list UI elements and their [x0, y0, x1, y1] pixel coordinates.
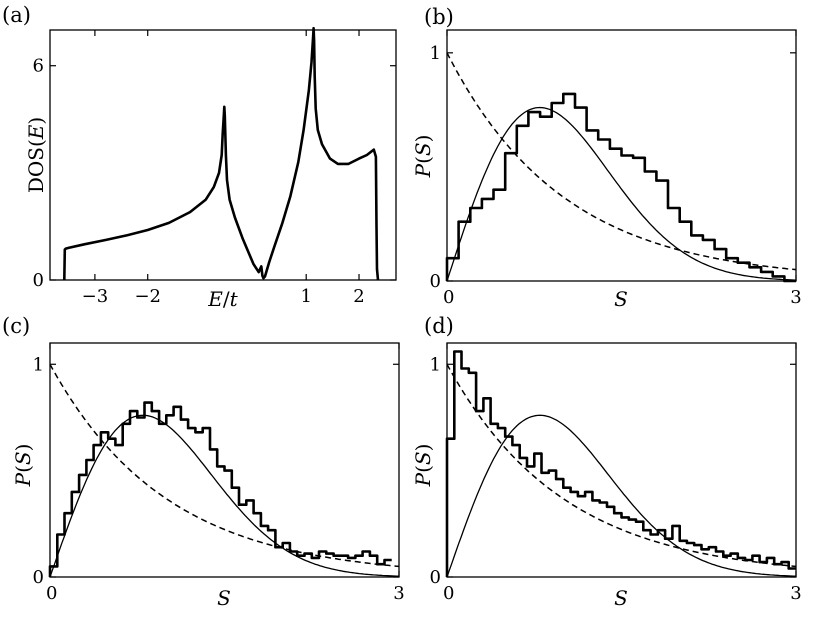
- panel-c-frame: [49, 342, 400, 578]
- panel-a-ytick-label: 6: [33, 56, 44, 77]
- panel-c-ylabel: P(S): [11, 444, 35, 488]
- panel-c-xtick-label: 3: [393, 583, 404, 604]
- panel-c-label: (c): [2, 314, 30, 338]
- panel-c-wigner-curve: [49, 414, 399, 578]
- panel-d-histogram: [445, 350, 796, 577]
- panel-d-wigner-curve: [446, 414, 796, 578]
- panel-c-xlabel: S: [217, 586, 231, 610]
- panel-a-frame: [49, 29, 397, 281]
- panel-b-frame: [446, 29, 797, 282]
- panel-c-poisson-curve: [49, 363, 400, 568]
- panel-a-label: (a): [2, 3, 31, 27]
- panel-a-dos-curve: [63, 26, 380, 281]
- panel-b-xtick-label: 3: [790, 287, 801, 308]
- panel-d-label: (d): [424, 314, 454, 338]
- panel-b-label: (b): [424, 5, 454, 29]
- panel-b-poisson-curve: [446, 52, 797, 271]
- panel-b-histogram: [445, 92, 796, 283]
- panel-b: (b) P(S) S 0 3 0 1: [411, 5, 802, 311]
- panel-b-ylabel: P(S): [411, 135, 435, 179]
- panel-d-ytick-label: 1: [430, 354, 441, 375]
- panel-a-xtick-label: 1: [300, 286, 311, 307]
- panel-d-xtick-label: 3: [790, 583, 801, 604]
- panel-d-ylabel: P(S): [411, 444, 435, 488]
- panel-c-histogram: [48, 401, 392, 577]
- panel-b-xlabel: S: [614, 287, 628, 311]
- panel-c-xtick-label: 0: [46, 583, 57, 604]
- panel-d-frame: [446, 342, 797, 578]
- panel-d-xtick-label: 0: [443, 583, 454, 604]
- panel-d-ytick-label: 0: [430, 567, 441, 588]
- panel-a-ytick-label: 0: [33, 270, 44, 291]
- panel-d: (d) P(S) S 0 3 0 1: [411, 314, 802, 610]
- panel-a-ylabel: DOS(E): [24, 117, 48, 193]
- panel-d-xlabel: S: [614, 586, 628, 610]
- panel-b-wigner-curve: [446, 106, 797, 282]
- panel-a-xlabel: E/t: [207, 287, 238, 311]
- panel-b-xtick-label: 0: [443, 287, 454, 308]
- panel-a: (a) DOS(E) E/t −3 −2 1 2 0 6: [2, 3, 397, 311]
- panel-c-ytick-label: 0: [33, 567, 44, 588]
- panel-b-ytick-label: 0: [430, 271, 441, 292]
- panel-a-xtick-label: 2: [353, 286, 364, 307]
- panel-c-ytick-label: 1: [33, 354, 44, 375]
- panel-c: (c) P(S) S 0 3 0 1: [2, 314, 405, 610]
- panel-d-poisson-curve: [446, 363, 797, 568]
- panel-a-xtick-label: −3: [82, 286, 109, 307]
- panel-a-xtick-label: −2: [134, 286, 161, 307]
- panel-b-ytick-label: 1: [430, 43, 441, 64]
